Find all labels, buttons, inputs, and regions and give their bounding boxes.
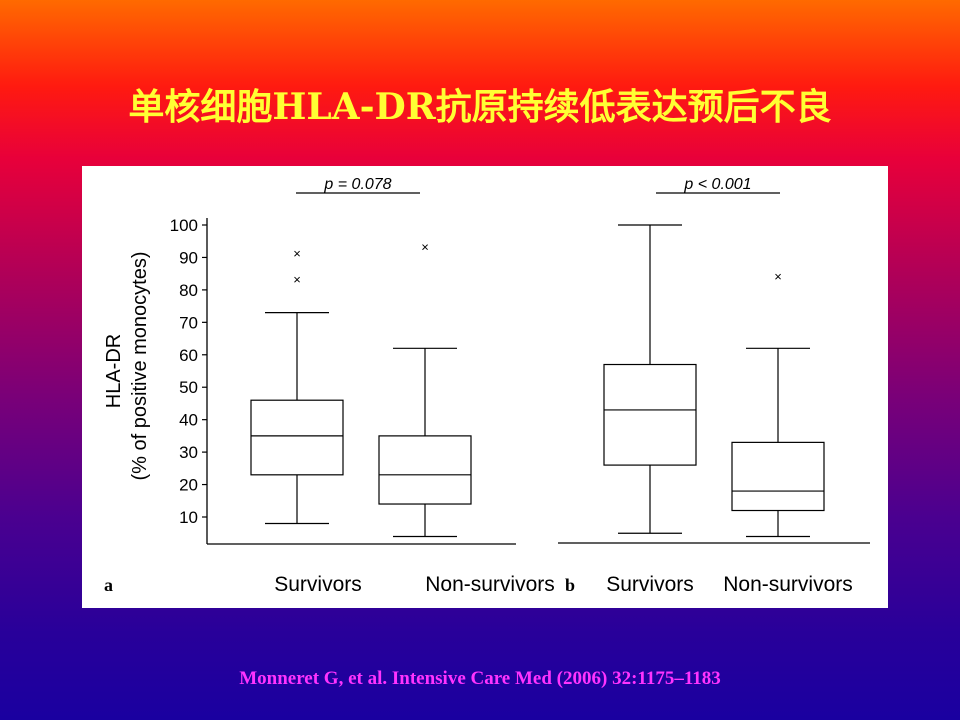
outlier-marker: ×	[421, 240, 429, 255]
y-tick-label: 10	[179, 508, 198, 527]
panel-label: a	[104, 575, 113, 595]
y-tick-label: 70	[179, 313, 198, 332]
iqr-box	[603, 363, 697, 466]
iqr-box	[378, 435, 472, 505]
p-value-label: p < 0.001	[683, 176, 751, 193]
x-category-label: Non-survivors	[425, 573, 555, 596]
slide-title: 单核细胞HLA-DR抗原持续低表达预后不良	[128, 86, 832, 128]
y-tick-label: 30	[179, 443, 198, 462]
y-tick-label: 60	[179, 346, 198, 365]
x-category-label: Survivors	[606, 573, 694, 596]
box-plot-figure: 10 20 30 40 50 60 70 80 90 100 HLA-DR (% of positiv…	[103, 176, 870, 596]
y-tick-label: 40	[179, 411, 198, 430]
y-tick-label: 90	[179, 248, 198, 267]
outlier-marker: ×	[293, 272, 301, 287]
outlier-marker: ×	[293, 246, 301, 261]
outlier-marker: ×	[774, 269, 782, 284]
y-axis-label-line2: (% of positive monocytes)	[129, 252, 151, 481]
chart-panel: 10 20 30 40 50 60 70 80 90 100 HLA-DR (% of positiv…	[82, 166, 888, 608]
y-tick-label: 80	[179, 281, 198, 300]
x-category-label: Non-survivors	[723, 573, 853, 596]
panel-label: b	[565, 575, 575, 595]
y-tick-label: 50	[179, 378, 198, 397]
iqr-box	[731, 441, 825, 512]
x-category-label: Survivors	[274, 573, 362, 596]
iqr-box	[250, 399, 344, 476]
citation: Monneret G, et al. Intensive Care Med (2…	[239, 668, 721, 689]
y-tick-label: 20	[179, 476, 198, 495]
p-value-label: p = 0.078	[323, 176, 391, 193]
y-tick-label: 100	[170, 216, 198, 235]
y-axis-label-line1: HLA-DR	[103, 334, 125, 408]
